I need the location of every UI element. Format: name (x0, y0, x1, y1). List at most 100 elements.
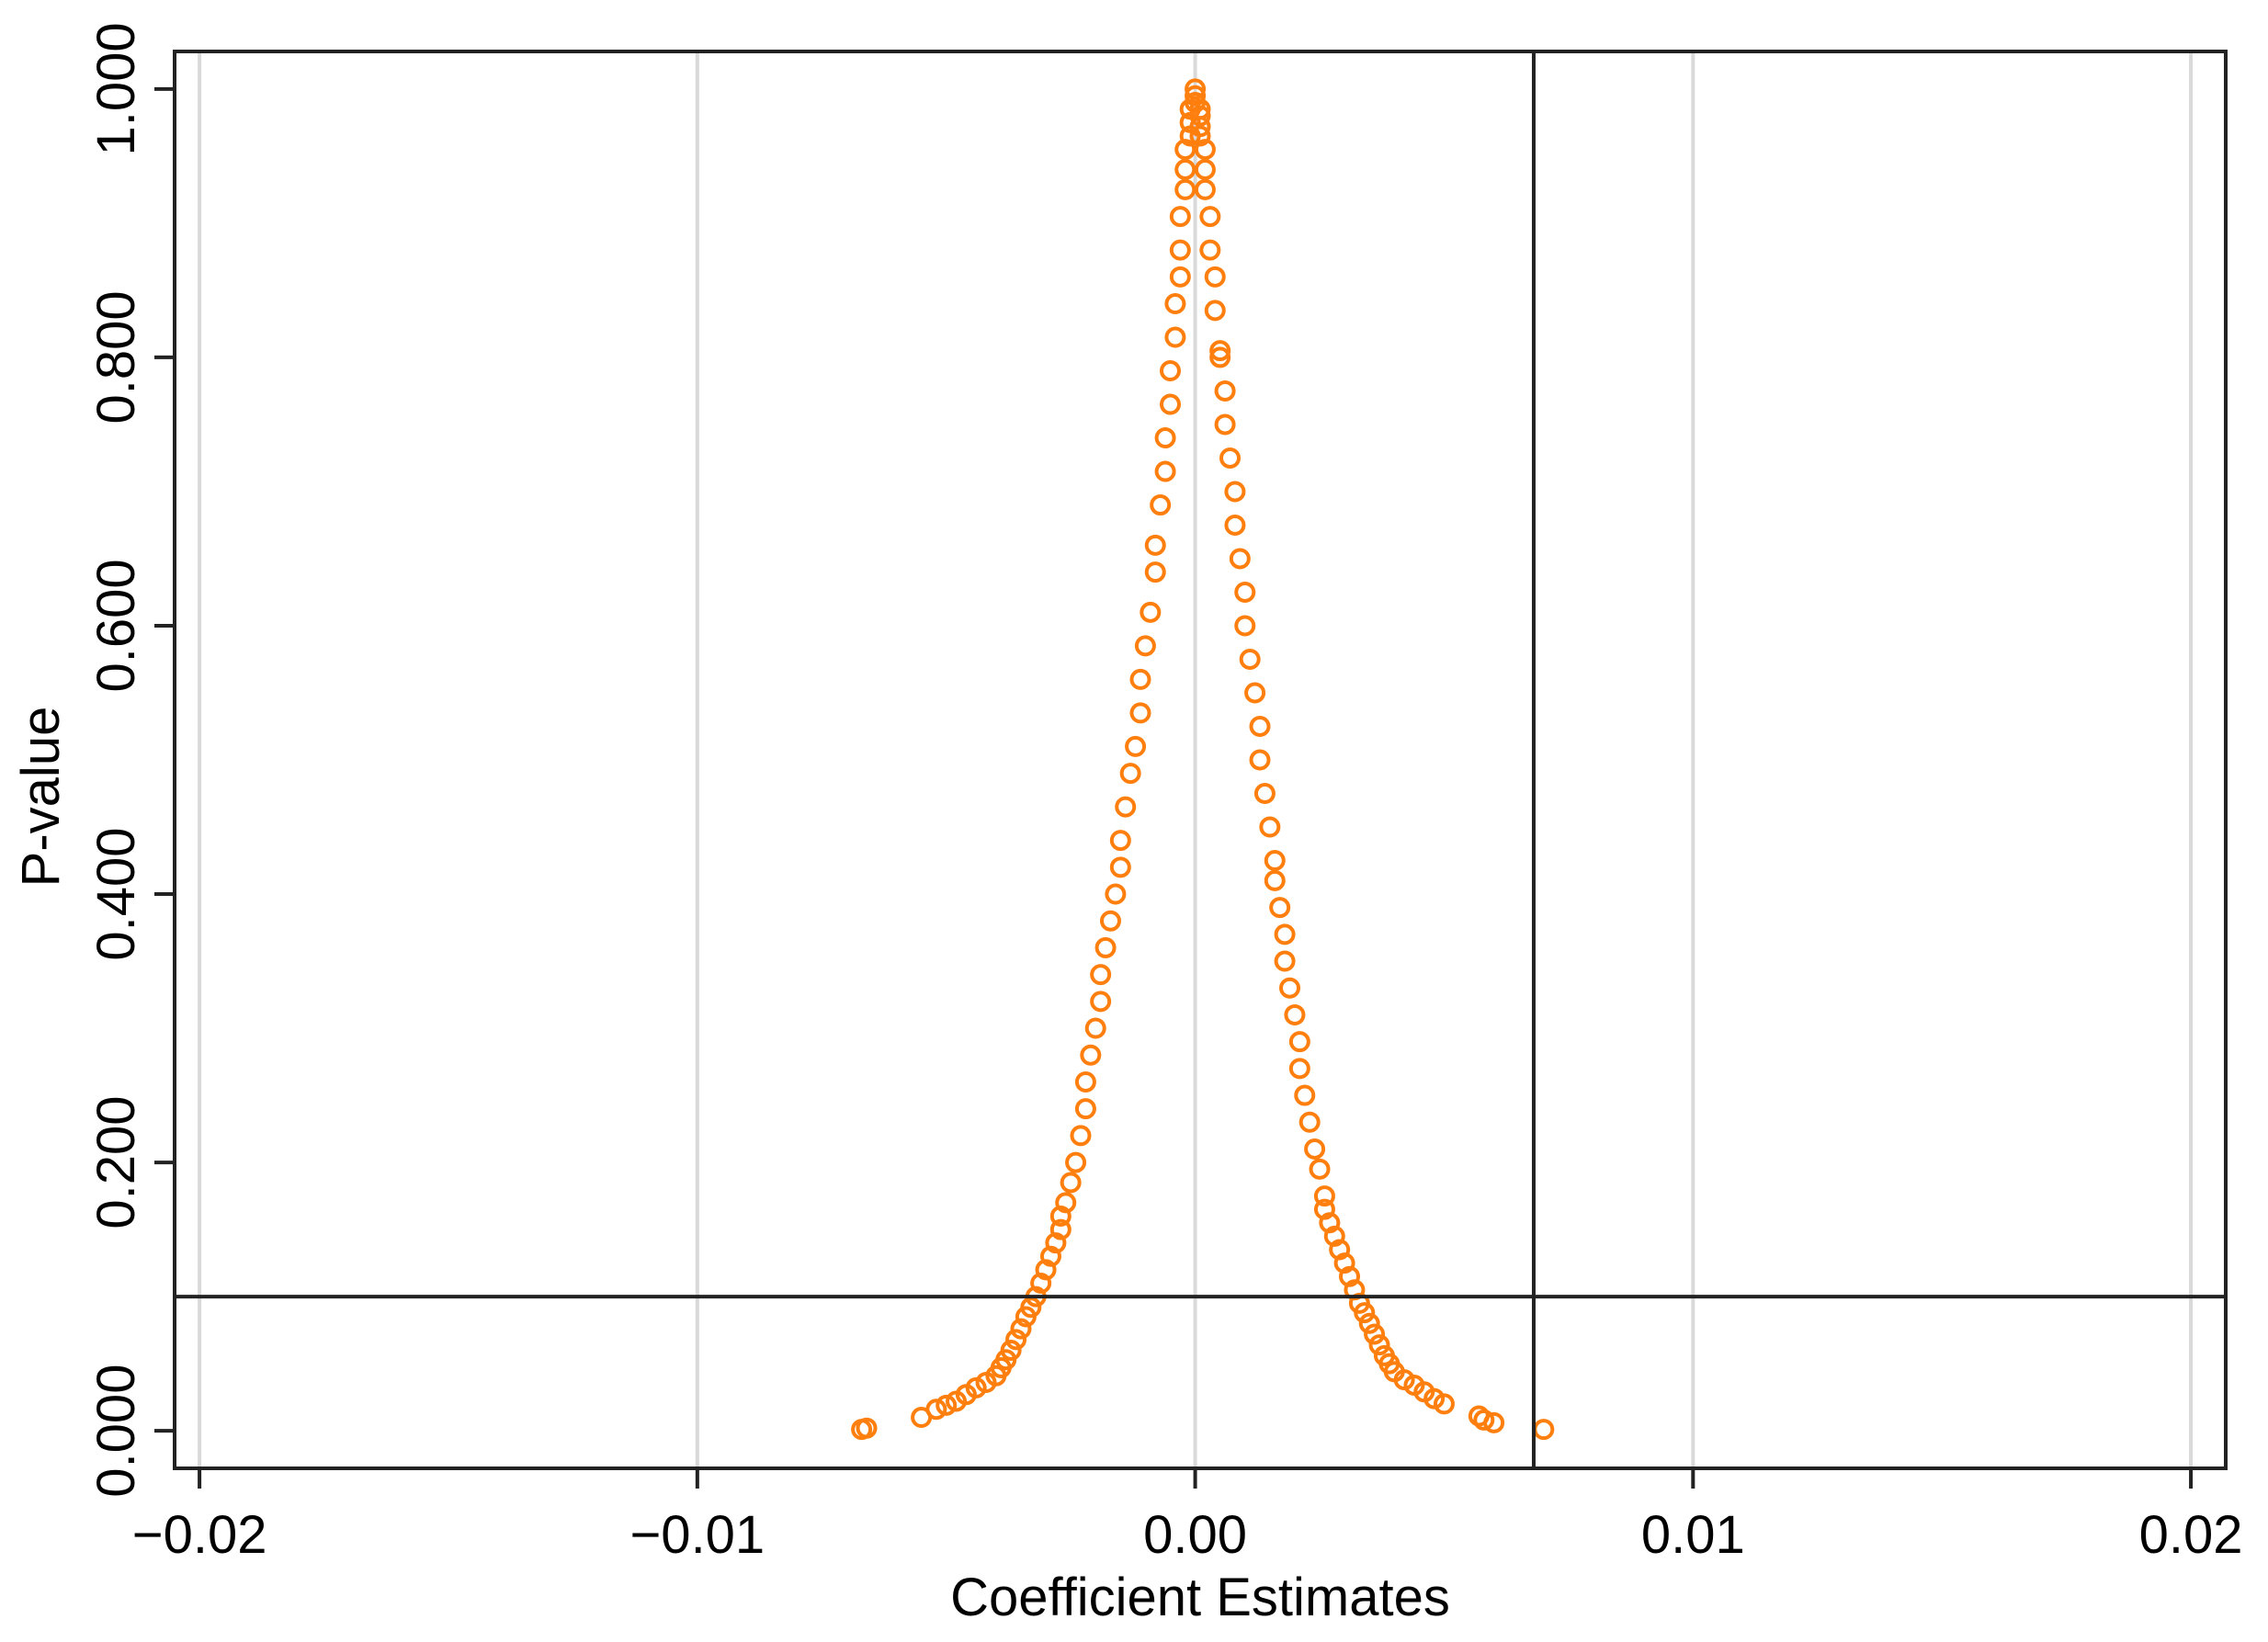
data-point-19 (1199, 239, 1221, 261)
data-point-39 (1144, 561, 1166, 583)
data-point-104 (1364, 1323, 1386, 1345)
data-point-16 (1169, 206, 1191, 228)
data-point-86 (1319, 1212, 1341, 1234)
x-tick-label-1: −0.01 (629, 1505, 765, 1565)
data-point-6 (1179, 98, 1201, 120)
data-point-29 (1159, 393, 1181, 415)
data-point-72 (1288, 1058, 1310, 1080)
gridlines (198, 51, 2194, 1468)
x-tick-label-2: 0.00 (1143, 1505, 1247, 1565)
data-point-61 (1099, 910, 1121, 932)
data-point-95 (1030, 1272, 1052, 1294)
y-tick-label-5: 1.000 (86, 22, 146, 155)
data-point-74 (1294, 1084, 1316, 1106)
data-point-41 (1140, 601, 1162, 623)
data-point-36 (1224, 514, 1246, 536)
data-point-37 (1144, 534, 1166, 556)
data-point-9 (1189, 125, 1211, 147)
data-point-10 (1174, 139, 1196, 161)
data-point-63 (1094, 936, 1117, 958)
data-point-83 (1055, 1192, 1077, 1214)
data-point-68 (1284, 1003, 1306, 1025)
data-point-101 (1015, 1306, 1037, 1328)
data-point-96 (1344, 1279, 1366, 1301)
data-point-50 (1249, 749, 1271, 771)
y-tick-label-2: 0.400 (86, 827, 146, 960)
data-point-54 (1259, 816, 1281, 838)
data-point-45 (1129, 668, 1151, 690)
data-point-46 (1244, 682, 1266, 704)
x-axis: −0.02 −0.01 0.00 0.01 0.02 (132, 1468, 2243, 1565)
y-tick-label-4: 0.800 (86, 290, 146, 424)
data-point-7 (1179, 111, 1201, 133)
data-point-60 (1269, 897, 1291, 919)
data-point-32 (1219, 447, 1242, 469)
data-point-121 (946, 1390, 968, 1412)
y-tick-label-1: 0.200 (86, 1095, 146, 1229)
data-point-53 (1115, 796, 1137, 818)
data-point-84 (1313, 1198, 1335, 1220)
data-point-123 (936, 1394, 958, 1416)
data-point-81 (1060, 1172, 1082, 1194)
data-point-105 (1005, 1329, 1027, 1351)
data-point-103 (1010, 1318, 1032, 1340)
data-point-66 (1279, 977, 1301, 999)
data-point-78 (1304, 1138, 1326, 1160)
data-point-125 (911, 1407, 933, 1429)
data-point-89 (1045, 1232, 1067, 1254)
data-point-28 (1214, 379, 1236, 402)
data-point-62 (1274, 923, 1296, 946)
data-point-20 (1169, 266, 1191, 288)
data-point-8 (1179, 125, 1201, 147)
y-tick-label-0: 0.000 (86, 1365, 146, 1498)
data-point-22 (1164, 293, 1186, 315)
data-point-77 (1070, 1125, 1092, 1147)
data-point-12 (1174, 159, 1196, 180)
y-tick-label-3: 0.600 (86, 559, 146, 692)
x-tick-label-4: 0.02 (2139, 1505, 2243, 1565)
data-point-67 (1090, 991, 1112, 1013)
data-point-79 (1065, 1151, 1087, 1173)
x-axis-title: Coefficient Estimates (950, 1568, 1450, 1627)
data-point-93 (1035, 1259, 1057, 1281)
data-point-57 (1109, 856, 1131, 878)
data-point-51 (1119, 763, 1141, 785)
data-point-100 (1354, 1302, 1376, 1324)
data-point-0 (1185, 78, 1207, 100)
y-axis-title: P-value (11, 707, 71, 888)
x-tick-label-0: −0.02 (132, 1505, 267, 1565)
data-point-18 (1169, 239, 1191, 261)
data-point-65 (1090, 964, 1112, 986)
data-point-13 (1194, 159, 1216, 180)
data-point-35 (1150, 494, 1172, 516)
data-point-80 (1309, 1158, 1331, 1180)
data-point-82 (1313, 1185, 1335, 1207)
data-point-64 (1274, 950, 1296, 972)
data-point-128 (1483, 1411, 1505, 1433)
data-point-90 (1329, 1239, 1351, 1261)
reference-lines (175, 51, 2226, 1468)
data-point-11 (1194, 139, 1216, 161)
data-point-27 (1159, 360, 1181, 382)
data-point-70 (1288, 1031, 1310, 1053)
data-point-106 (1368, 1334, 1390, 1356)
data-point-31 (1154, 427, 1176, 449)
data-point-42 (1234, 615, 1256, 637)
data-point-40 (1234, 581, 1256, 603)
data-point-24 (1164, 326, 1186, 348)
data-point-127 (1473, 1409, 1495, 1431)
data-point-30 (1214, 413, 1236, 436)
data-point-23 (1204, 300, 1226, 322)
data-point-76 (1298, 1111, 1321, 1133)
data-point-1 (1185, 85, 1207, 107)
data-point-58 (1264, 869, 1286, 891)
data-point-47 (1129, 702, 1151, 724)
data-point-91 (1039, 1245, 1061, 1267)
data-point-56 (1264, 850, 1286, 872)
y-axis: 0.000 0.200 0.400 0.600 0.800 1.000 (86, 22, 175, 1498)
data-point-26 (1209, 346, 1231, 368)
data-point-55 (1109, 830, 1131, 852)
data-point-94 (1339, 1265, 1361, 1287)
